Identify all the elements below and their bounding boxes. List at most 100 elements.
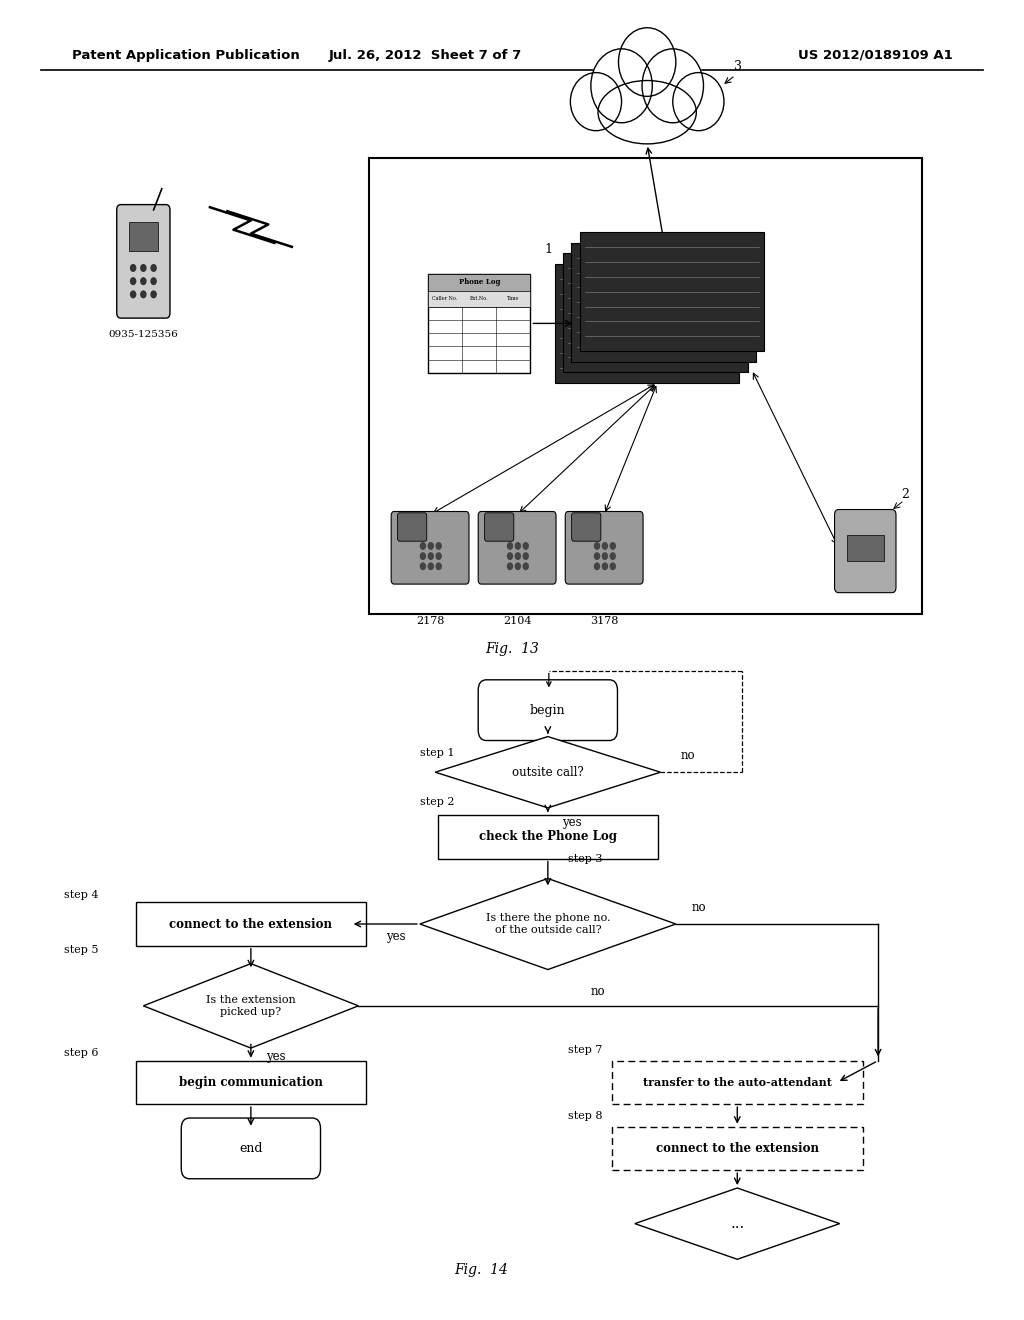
Circle shape bbox=[152, 290, 156, 297]
Text: yes: yes bbox=[386, 929, 406, 942]
FancyBboxPatch shape bbox=[835, 510, 896, 593]
Ellipse shape bbox=[598, 81, 696, 144]
Text: step 7: step 7 bbox=[567, 1045, 602, 1056]
Text: Caller No.: Caller No. bbox=[432, 297, 458, 301]
Bar bbox=[611, 1126, 862, 1171]
Polygon shape bbox=[143, 964, 358, 1048]
Text: end: end bbox=[240, 1142, 262, 1155]
Text: Is there the phone no.
of the outside call?: Is there the phone no. of the outside ca… bbox=[485, 913, 610, 935]
Text: Jul. 26, 2012  Sheet 7 of 7: Jul. 26, 2012 Sheet 7 of 7 bbox=[329, 49, 521, 62]
Bar bbox=[129, 222, 158, 251]
Ellipse shape bbox=[673, 73, 724, 131]
Text: begin communication: begin communication bbox=[179, 1076, 323, 1089]
Text: outsite call?: outsite call? bbox=[512, 766, 584, 779]
Text: step 4: step 4 bbox=[63, 890, 98, 900]
Text: yes: yes bbox=[266, 1049, 286, 1063]
Circle shape bbox=[602, 553, 607, 560]
Circle shape bbox=[595, 553, 599, 560]
Text: 2178: 2178 bbox=[416, 616, 444, 627]
Circle shape bbox=[602, 564, 607, 569]
Bar bbox=[555, 264, 739, 383]
Circle shape bbox=[595, 564, 599, 569]
Polygon shape bbox=[420, 879, 676, 969]
Text: Fig.  13: Fig. 13 bbox=[485, 643, 539, 656]
Text: no: no bbox=[591, 985, 605, 998]
Circle shape bbox=[141, 264, 146, 272]
Bar bbox=[428, 292, 530, 308]
Text: 3: 3 bbox=[734, 59, 742, 73]
Ellipse shape bbox=[618, 28, 676, 96]
FancyBboxPatch shape bbox=[484, 513, 514, 541]
Circle shape bbox=[523, 564, 528, 569]
Text: step 8: step 8 bbox=[567, 1111, 602, 1122]
Text: step 5: step 5 bbox=[63, 945, 98, 956]
Bar bbox=[428, 273, 530, 290]
FancyBboxPatch shape bbox=[565, 511, 643, 583]
Circle shape bbox=[131, 277, 135, 285]
Circle shape bbox=[436, 543, 441, 549]
Circle shape bbox=[152, 264, 156, 272]
Bar bbox=[438, 816, 658, 859]
FancyBboxPatch shape bbox=[478, 511, 556, 583]
Bar bbox=[580, 232, 764, 351]
Circle shape bbox=[610, 564, 615, 569]
Text: no: no bbox=[681, 748, 695, 762]
FancyBboxPatch shape bbox=[181, 1118, 321, 1179]
Text: step 3: step 3 bbox=[568, 854, 603, 865]
Text: 2: 2 bbox=[901, 487, 909, 500]
Text: 3178: 3178 bbox=[590, 616, 618, 627]
Bar bbox=[611, 1061, 862, 1104]
Bar bbox=[135, 903, 367, 945]
Polygon shape bbox=[635, 1188, 840, 1259]
Text: connect to the extension: connect to the extension bbox=[655, 1142, 819, 1155]
Circle shape bbox=[508, 564, 512, 569]
Circle shape bbox=[436, 564, 441, 569]
Text: ...: ... bbox=[730, 1217, 744, 1230]
Text: Ext.No.: Ext.No. bbox=[470, 297, 488, 301]
Circle shape bbox=[595, 543, 599, 549]
Text: transfer to the auto-attendant: transfer to the auto-attendant bbox=[643, 1077, 831, 1088]
Text: 1: 1 bbox=[545, 243, 553, 256]
Circle shape bbox=[436, 553, 441, 560]
Circle shape bbox=[141, 290, 146, 297]
Circle shape bbox=[428, 564, 433, 569]
Bar bbox=[369, 158, 922, 614]
Circle shape bbox=[141, 277, 146, 285]
FancyBboxPatch shape bbox=[117, 205, 170, 318]
Text: begin: begin bbox=[530, 704, 565, 717]
Circle shape bbox=[523, 553, 528, 560]
Text: check the Phone Log: check the Phone Log bbox=[479, 830, 616, 843]
Bar bbox=[135, 1061, 367, 1104]
Circle shape bbox=[515, 564, 520, 569]
Text: connect to the extension: connect to the extension bbox=[169, 917, 333, 931]
Circle shape bbox=[152, 277, 156, 285]
FancyBboxPatch shape bbox=[478, 680, 617, 741]
Polygon shape bbox=[435, 737, 660, 808]
Circle shape bbox=[508, 543, 512, 549]
Text: yes: yes bbox=[562, 816, 582, 829]
Circle shape bbox=[131, 264, 135, 272]
Ellipse shape bbox=[591, 49, 652, 123]
FancyBboxPatch shape bbox=[391, 511, 469, 583]
Circle shape bbox=[602, 543, 607, 549]
Circle shape bbox=[421, 564, 425, 569]
Text: Fig.  14: Fig. 14 bbox=[455, 1263, 508, 1276]
Text: step 2: step 2 bbox=[420, 797, 455, 807]
Text: step 1: step 1 bbox=[420, 748, 455, 759]
Text: Patent Application Publication: Patent Application Publication bbox=[72, 49, 299, 62]
FancyBboxPatch shape bbox=[397, 513, 427, 541]
Circle shape bbox=[610, 553, 615, 560]
Bar bbox=[428, 275, 530, 372]
Ellipse shape bbox=[570, 73, 622, 131]
Text: Time: Time bbox=[507, 297, 519, 301]
Text: Phone Log: Phone Log bbox=[459, 279, 500, 286]
Circle shape bbox=[428, 553, 433, 560]
Bar bbox=[571, 243, 756, 362]
Circle shape bbox=[131, 290, 135, 297]
Text: 2104: 2104 bbox=[503, 616, 531, 627]
Circle shape bbox=[428, 543, 433, 549]
Circle shape bbox=[515, 553, 520, 560]
Text: step 6: step 6 bbox=[63, 1048, 98, 1059]
Text: Is the extension
picked up?: Is the extension picked up? bbox=[206, 995, 296, 1016]
Circle shape bbox=[523, 543, 528, 549]
